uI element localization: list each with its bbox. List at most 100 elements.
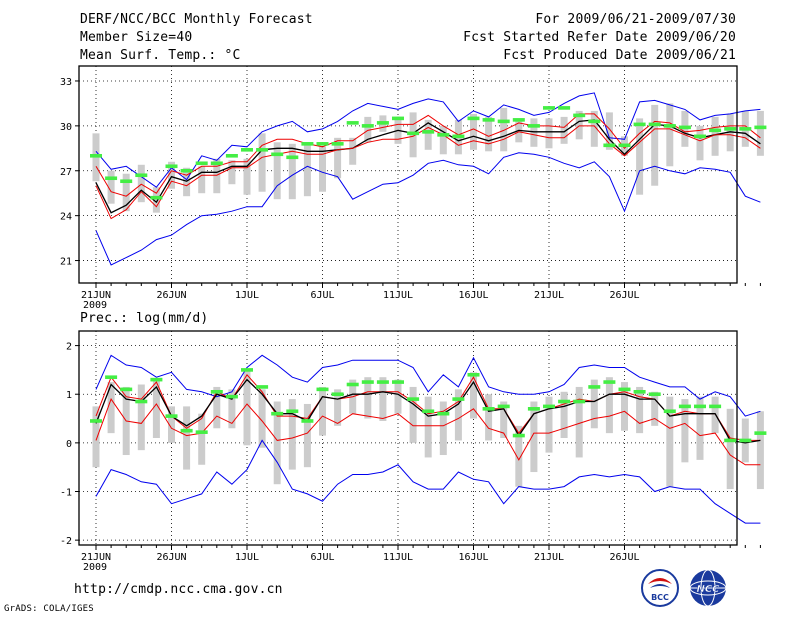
- chart2-observed-marker: [301, 419, 314, 423]
- chart1-spread-box: [530, 118, 538, 147]
- chart1-observed-marker: [739, 127, 752, 131]
- chart2-xtick-label: 26JUL: [609, 552, 639, 563]
- chart-title: DERF/NCC/BCC Monthly Forecast: [80, 12, 313, 27]
- chart1-observed-marker: [361, 124, 374, 128]
- chart2-spread-box: [500, 401, 508, 438]
- chart2-observed-marker: [271, 411, 284, 416]
- chart1-observed-marker: [588, 119, 601, 124]
- variable-label: Mean Surf. Temp.: °C: [80, 48, 241, 63]
- chart1-observed-marker: [376, 121, 389, 125]
- chart2-observed-marker: [603, 380, 616, 384]
- chart2-observed-marker: [452, 397, 465, 401]
- chart1-observed-marker: [452, 134, 465, 139]
- chart1-observed-marker: [346, 121, 359, 125]
- chart2-observed-marker: [422, 409, 435, 414]
- chart1-spread-box: [545, 118, 553, 149]
- chart2-spread-box: [409, 386, 417, 443]
- chart1-spread-box: [560, 116, 568, 144]
- chart1-observed-marker: [165, 164, 178, 169]
- chart2-observed-marker: [709, 404, 722, 409]
- chart2-series-median: [95, 378, 761, 444]
- chart2-observed-marker: [331, 392, 344, 397]
- chart2-observed-marker: [361, 380, 374, 384]
- chart1-xtick-label: 16JUL: [458, 290, 488, 301]
- chart2-spread-box: [666, 396, 674, 487]
- temperature-panel: 21 24 27 30 33 21JUN 26JUN 1JUL 6JUL 11JUL 16JUL 21…: [60, 65, 767, 311]
- chart2-spread-box: [636, 386, 644, 434]
- chart1-spread-box: [349, 137, 357, 165]
- chart2-observed-marker: [135, 399, 148, 404]
- chart2-series-lower: [95, 398, 761, 466]
- chart1-spread-box: [605, 112, 613, 150]
- chart2-spread-box: [560, 391, 568, 438]
- chart2-observed-marker: [648, 392, 661, 397]
- chart2-observed-marker: [407, 397, 420, 401]
- chart1-spread-box: [152, 187, 160, 213]
- chart1-spread-box: [168, 161, 175, 189]
- chart1-spread-box: [575, 110, 583, 140]
- panel2-variable-label: Prec.: log(mm/d): [80, 311, 209, 326]
- chart1-observed-marker: [724, 127, 737, 131]
- chart1-observed-marker: [210, 161, 223, 166]
- chart1-observed-marker: [618, 143, 631, 148]
- chart1-spread-box: [183, 167, 191, 197]
- chart1-spread-box: [258, 133, 266, 192]
- chart2-spread-box: [334, 389, 342, 426]
- chart1-series-median: [95, 119, 761, 214]
- chart1-spread-box: [122, 173, 130, 212]
- chart2-spread-box: [681, 399, 689, 463]
- chart2-spread-box: [198, 413, 206, 465]
- chart2-ytick-label: -1: [60, 488, 72, 499]
- chart1-xtick-label: 26JUN: [156, 290, 186, 301]
- chart2-xtick-label: 16JUL: [458, 552, 488, 563]
- chart1-spread-box: [485, 116, 493, 152]
- chart2-spread-box: [107, 382, 115, 434]
- chart2-frame: [78, 330, 738, 546]
- chart2-observed-marker: [739, 438, 752, 443]
- logos: BCC NCC: [641, 569, 727, 607]
- chart2-spread-box: [590, 379, 598, 429]
- chart1-series-min: [95, 152, 761, 266]
- chart1-observed-marker: [633, 122, 646, 127]
- chart2-spread-box: [288, 399, 296, 470]
- chart2-ytick-label: 2: [66, 342, 72, 353]
- chart2-spread-box: [605, 377, 613, 434]
- chart2-observed-marker: [90, 419, 102, 423]
- chart1-observed-marker: [392, 116, 404, 121]
- bcc-logo-icon: BCC: [641, 569, 679, 607]
- chart2-observed-marker: [633, 389, 646, 394]
- chart2-observed-marker: [316, 387, 329, 392]
- member-size-label: Member Size=40: [80, 30, 193, 45]
- chart1-xtick-label: 1JUL: [235, 290, 259, 301]
- chart1-spread-box: [756, 110, 764, 156]
- chart2-xtick-label: 1JUL: [235, 552, 259, 563]
- chart1-spread-box: [137, 164, 145, 203]
- chart2-observed-marker: [573, 399, 586, 404]
- chart2-observed-marker: [256, 385, 269, 389]
- chart2-observed-marker: [150, 377, 163, 382]
- chart1-observed-marker: [256, 148, 269, 152]
- chart2-spread-box: [530, 401, 538, 473]
- chart1-xtick-label: 11JUL: [383, 290, 413, 301]
- chart1-ytick-label: 27: [60, 167, 72, 178]
- chart1-observed-marker: [90, 153, 102, 158]
- chart1-spread-box: [590, 110, 598, 147]
- chart2-observed-marker: [105, 375, 118, 380]
- chart1-spread-box: [213, 158, 221, 194]
- bcc-logo-text: BCC: [651, 593, 669, 602]
- chart2-observed-marker: [527, 407, 540, 411]
- chart1-observed-marker: [286, 155, 299, 160]
- chart2-spread-box: [137, 384, 145, 451]
- chart2-spread-box: [228, 389, 236, 429]
- source-url[interactable]: http://cmdp.ncc.cma.gov.cn: [74, 582, 283, 597]
- chart2-spread-box: [92, 406, 100, 468]
- chart2-spread-box: [168, 406, 175, 443]
- chart2-spread-box: [213, 386, 221, 429]
- chart2-observed-marker: [754, 431, 767, 435]
- chart1-spread-box: [273, 142, 281, 200]
- grads-credit: GrADS: COLA/IGES: [4, 604, 94, 614]
- chart2-observed-marker: [694, 404, 706, 409]
- chart1-observed-marker: [482, 118, 495, 122]
- chart2-spread-box: [152, 379, 160, 438]
